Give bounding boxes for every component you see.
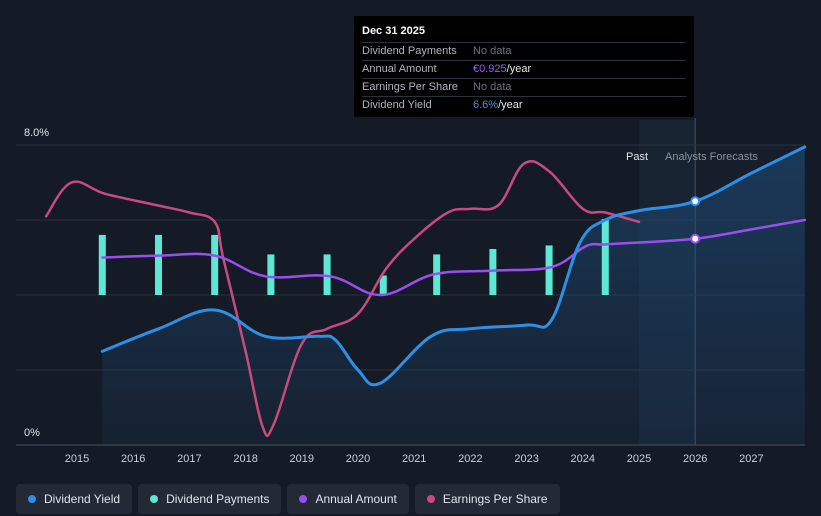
forecast-region-label: Analysts Forecasts xyxy=(665,151,758,163)
legend-swatch xyxy=(28,495,36,503)
x-tick-label: 2016 xyxy=(121,453,145,465)
x-tick-label: 2020 xyxy=(346,453,370,465)
x-tick-label: 2023 xyxy=(514,453,538,465)
dividend-yield-line xyxy=(100,145,807,387)
x-tick-label: 2015 xyxy=(65,453,89,465)
highlight-point xyxy=(690,196,701,207)
chart-legend: Dividend Yield Dividend Payments Annual … xyxy=(16,484,560,516)
x-tick-label: 2022 xyxy=(458,453,482,465)
tooltip-row-earnings-per-share: Earnings Per Share No data xyxy=(362,78,686,96)
tooltip-value: 6.6% xyxy=(473,99,499,111)
tooltip-row-dividend-yield: Dividend Yield 6.6%/year xyxy=(362,96,686,114)
dividend-yield-area xyxy=(102,146,805,445)
tooltip-value: €0.925 xyxy=(473,63,507,75)
earnings-per-share-line xyxy=(44,160,641,438)
tooltip-row-annual-amount: Annual Amount €0.925/year xyxy=(362,60,686,78)
x-tick-label: 2018 xyxy=(233,453,257,465)
x-tick-label: 2025 xyxy=(627,453,651,465)
dividend-payment-bar xyxy=(489,248,497,295)
legend-item-earnings-per-share[interactable]: Earnings Per Share xyxy=(414,484,560,514)
legend-item-annual-amount[interactable]: Annual Amount xyxy=(287,484,409,514)
y-axis-bottom-label: 0% xyxy=(24,427,40,439)
legend-item-dividend-yield[interactable]: Dividend Yield xyxy=(16,484,133,514)
legend-swatch xyxy=(426,495,435,503)
dividend-payment-bar xyxy=(379,275,387,295)
annual-amount-line xyxy=(101,218,807,297)
tooltip-date: Dec 31 2025 xyxy=(362,25,425,37)
data-tooltip: Dec 31 2025 Dividend Payments No data An… xyxy=(354,16,694,117)
tooltip-unit: /year xyxy=(498,99,523,111)
legend-label: Annual Amount xyxy=(315,492,397,506)
x-tick-label: 2027 xyxy=(739,453,763,465)
tooltip-label: Annual Amount xyxy=(362,63,437,75)
tooltip-row-dividend-payments: Dividend Payments No data xyxy=(362,42,686,60)
tooltip-label: Dividend Yield xyxy=(362,99,432,111)
dividend-payment-bar xyxy=(211,234,219,295)
tooltip-label: Earnings Per Share xyxy=(362,81,458,93)
legend-swatch xyxy=(150,495,159,503)
dividend-payment-bar xyxy=(154,234,162,295)
legend-item-dividend-payments[interactable]: Dividend Payments xyxy=(138,484,282,514)
x-tick-label: 2017 xyxy=(177,453,201,465)
dividend-payment-bar xyxy=(545,245,553,295)
dividend-chart: 8.0% 0% Past Analysts Forecasts 2015 2016… xyxy=(16,118,807,465)
legend-label: Dividend Payments xyxy=(166,492,270,506)
x-tick-label: 2026 xyxy=(683,453,707,465)
tooltip-value: No data xyxy=(473,81,512,93)
dividend-payment-bar xyxy=(601,218,609,295)
dividend-payment-bar xyxy=(98,234,106,295)
y-axis-top-label: 8.0% xyxy=(24,127,49,139)
legend-label: Earnings Per Share xyxy=(442,492,548,506)
tooltip-unit: /year xyxy=(506,63,532,75)
x-tick-label: 2021 xyxy=(402,453,426,465)
legend-swatch xyxy=(299,495,308,503)
x-tick-label: 2019 xyxy=(290,453,314,465)
highlight-point xyxy=(690,233,701,244)
tooltip-label: Dividend Payments xyxy=(362,45,457,57)
x-tick-label: 2024 xyxy=(571,453,595,465)
dividend-payment-bar xyxy=(267,254,275,295)
past-region-label: Past xyxy=(626,151,648,163)
legend-label: Dividend Yield xyxy=(44,492,121,506)
tooltip-value: No data xyxy=(473,45,512,57)
